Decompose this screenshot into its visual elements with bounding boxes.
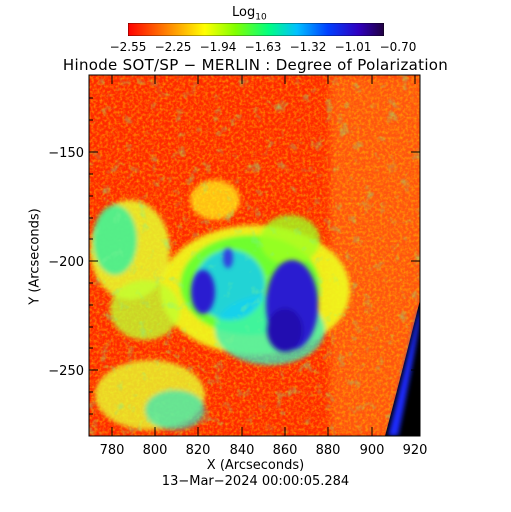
x-ticks	[111, 75, 416, 436]
x-tick-label: 800	[142, 443, 168, 458]
colorbar	[128, 23, 384, 36]
colorbar-tick: −1.63	[244, 40, 282, 54]
x-tick-label: 880	[315, 443, 341, 458]
colorbar-tick: −2.55	[109, 40, 147, 54]
x-tick-label: 780	[99, 443, 125, 458]
observation-timestamp: 13−Mar−2024 00:00:05.284	[161, 474, 350, 489]
plot-frame	[88, 74, 421, 437]
x-tick-label: 900	[359, 443, 385, 458]
y-tick-label: −250	[48, 364, 84, 379]
x-tick-label: 840	[229, 443, 255, 458]
x-axis-label: X (Arcseconds)	[206, 458, 305, 473]
plot-title: Hinode SOT/SP − MERLIN : Degree of Polar…	[62, 56, 449, 74]
colorbar-tick: −1.01	[334, 40, 372, 54]
colorbar-tick: −1.94	[199, 40, 237, 54]
sunspot-umbra	[191, 248, 318, 352]
y-axis-label: Y (Arcseconds)	[27, 208, 43, 305]
colorbar-tick: −2.25	[154, 40, 192, 54]
colorbar-tick: −0.70	[379, 40, 417, 54]
y-tick-label: −150	[48, 146, 84, 161]
solar-limb	[385, 300, 420, 436]
y-ticks	[89, 97, 420, 415]
x-tick-label: 860	[272, 443, 298, 458]
colorbar-tick: −1.32	[289, 40, 327, 54]
x-tick-label: 820	[185, 443, 211, 458]
x-tick-label: 920	[402, 443, 428, 458]
colorbar-label: Log10	[232, 5, 267, 23]
y-tick-label: −200	[48, 255, 84, 270]
